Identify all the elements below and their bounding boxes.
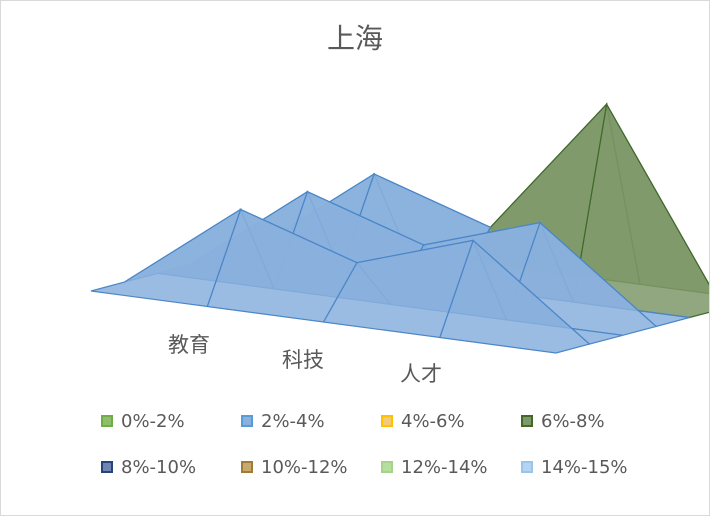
chart-title: 上海 (326, 22, 383, 55)
legend: 0%-2% 2%-4% 4%-6% 6%-8% 8%-10% 10%-12% 12%-14%… (101, 409, 661, 479)
legend-item: 6%-8% (521, 409, 661, 433)
legend-swatch (381, 461, 393, 473)
legend-item: 0%-2% (101, 409, 241, 433)
legend-item: 14%-15% (521, 455, 661, 479)
category-label-talent: 人才 (400, 362, 442, 386)
category-label-tech: 科技 (282, 348, 324, 372)
legend-label: 6%-8% (541, 410, 605, 432)
legend-label: 14%-15% (541, 456, 628, 478)
surface-plot (90, 102, 709, 354)
legend-item: 12%-14% (381, 455, 521, 479)
legend-swatch (101, 461, 113, 473)
legend-swatch (521, 461, 533, 473)
legend-swatch (521, 415, 533, 427)
legend-label: 0%-2% (121, 410, 185, 432)
legend-item: 8%-10% (101, 455, 241, 479)
legend-label: 4%-6% (401, 410, 465, 432)
legend-swatch (241, 461, 253, 473)
legend-label: 2%-4% (261, 410, 325, 432)
legend-swatch (101, 415, 113, 427)
legend-swatch (241, 415, 253, 427)
legend-item: 4%-6% (381, 409, 521, 433)
legend-swatch (381, 415, 393, 427)
legend-label: 12%-14% (401, 456, 488, 478)
legend-item: 2%-4% (241, 409, 381, 433)
category-label-edu: 教育 (168, 333, 210, 357)
surface-patch-0-0 (90, 207, 242, 308)
legend-label: 10%-12% (261, 456, 348, 478)
legend-item: 10%-12% (241, 455, 381, 479)
legend-label: 8%-10% (121, 456, 197, 478)
